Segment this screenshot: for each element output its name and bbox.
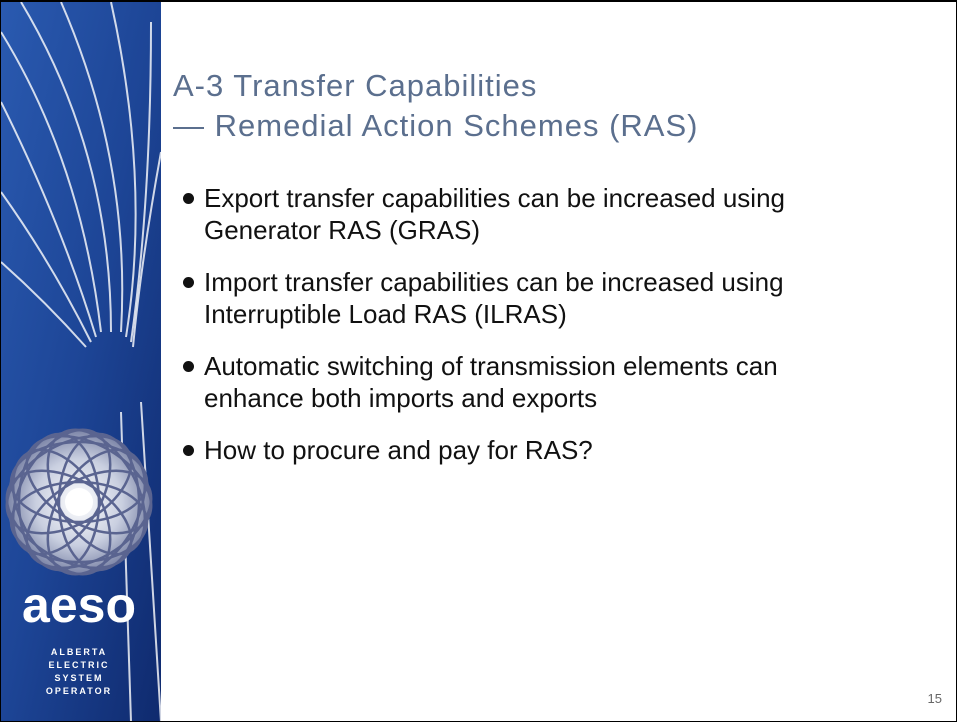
- bullet-dot: [183, 277, 194, 288]
- bullet-line: How to procure and pay for RAS?: [204, 435, 593, 465]
- org-line: ELECTRIC: [49, 660, 110, 670]
- org-line: SYSTEM: [54, 673, 103, 683]
- bullet-line: Automatic switching of transmission elem…: [204, 351, 778, 381]
- bullet-dot: [183, 445, 194, 456]
- bullet-line: Export transfer capabilities can be incr…: [204, 183, 785, 213]
- bullet-line: Import transfer capabilities can be incr…: [204, 267, 784, 297]
- org-line: OPERATOR: [46, 686, 112, 696]
- bullet: Automatic switching of transmission elem…: [183, 350, 785, 414]
- bullet-line: enhance both imports and exports: [204, 383, 598, 413]
- bullet-dot: [183, 361, 194, 372]
- logo-text: aeso: [22, 577, 136, 633]
- title-line: — Remedial Action Schemes (RAS): [173, 108, 699, 143]
- sidebar: aeso ALBERTA ELECTRIC SYSTEM OPERATOR: [1, 2, 161, 721]
- bullet-dot: [183, 193, 194, 204]
- logo-swirl: [5, 428, 153, 576]
- bullet: Export transfer capabilities can be incr…: [183, 182, 785, 246]
- page-number: 15: [927, 691, 942, 706]
- bullet: Import transfer capabilities can be incr…: [183, 266, 785, 330]
- slide-title: A-3 Transfer Capabilities — Remedial Acti…: [173, 66, 698, 146]
- bullet: How to procure and pay for RAS?: [183, 434, 785, 466]
- title-line: A-3 Transfer Capabilities: [173, 68, 538, 103]
- bullet-line: Generator RAS (GRAS): [204, 215, 480, 245]
- bullet-line: Interruptible Load RAS (ILRAS): [204, 299, 567, 329]
- org-line: ALBERTA: [51, 647, 107, 657]
- decorative-lines: [1, 2, 161, 721]
- bullet-list: Export transfer capabilities can be incr…: [183, 182, 785, 486]
